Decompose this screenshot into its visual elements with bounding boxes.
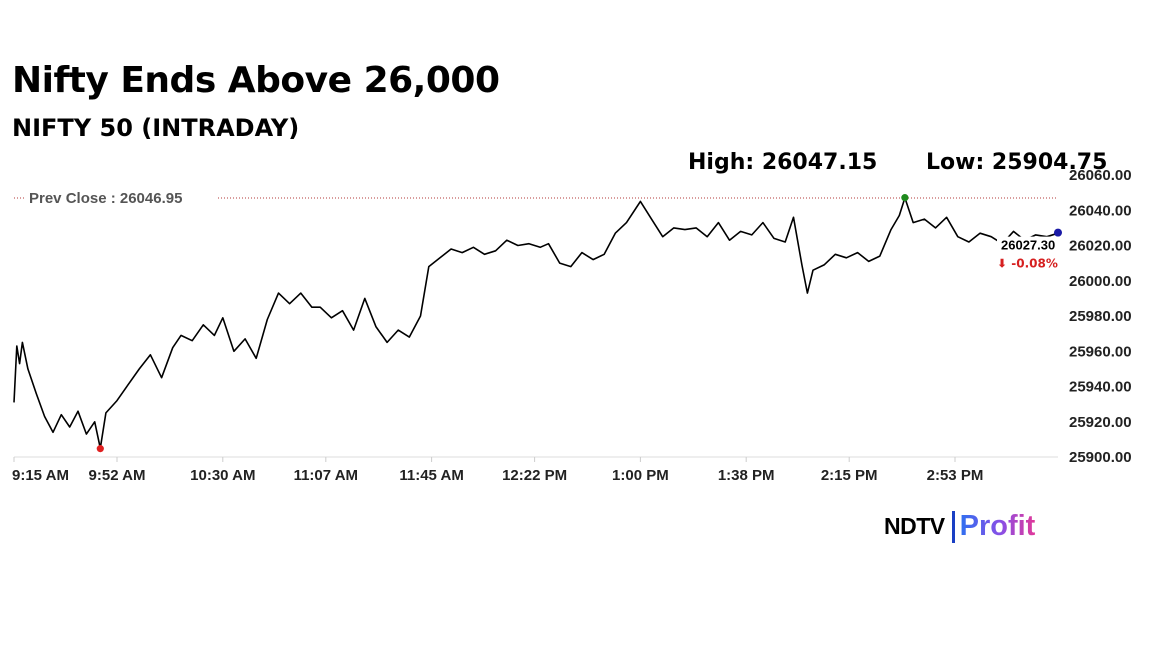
y-tick-label: 25960.00 <box>1069 343 1132 360</box>
x-tick-label: 9:15 AM <box>12 467 69 484</box>
y-tick-label: 26040.00 <box>1069 202 1132 219</box>
ndtv-profit-logo: NDTV Profit <box>884 510 1035 543</box>
y-tick-label: 25980.00 <box>1069 308 1132 325</box>
x-tick-label: 2:15 PM <box>821 467 878 484</box>
y-tick-label: 26000.00 <box>1069 273 1132 290</box>
x-tick-label: 11:45 AM <box>399 467 463 484</box>
x-tick-label: 9:52 AM <box>89 467 146 484</box>
y-tick-label: 25900.00 <box>1069 449 1132 466</box>
last-price-label: 26027.30 <box>1001 238 1055 253</box>
x-tick-label: 1:00 PM <box>612 467 669 484</box>
y-tick-label: 26020.00 <box>1069 238 1132 255</box>
brand-profit: Profit <box>959 510 1036 542</box>
brand-ndtv: NDTV <box>884 513 945 539</box>
day-high-marker <box>901 194 909 202</box>
last-price-marker <box>1054 228 1062 237</box>
last-price-box <box>997 236 1067 254</box>
brand-divider <box>951 510 955 543</box>
x-tick-label: 11:07 AM <box>294 467 358 484</box>
chart-headline: Nifty Ends Above 26,000 <box>12 60 500 101</box>
x-tick-label: 2:53 PM <box>927 467 984 484</box>
last-change-label: ⬇ -0.08% <box>997 257 1058 271</box>
day-high-label: High: 26047.15 <box>688 150 878 175</box>
chart-subtitle: NIFTY 50 (INTRADAY) <box>12 114 300 142</box>
price-series-line <box>13 197 1059 450</box>
y-tick-label: 25940.00 <box>1069 379 1132 396</box>
y-tick-label: 25920.00 <box>1069 414 1132 431</box>
prev-close-label: Prev Close : 26046.95 <box>29 190 182 207</box>
x-tick-label: 1:38 PM <box>718 467 775 484</box>
x-tick-label: 10:30 AM <box>190 467 255 484</box>
day-low-label: Low: 25904.75 <box>926 150 1108 175</box>
x-tick-label: 12:22 PM <box>502 467 567 484</box>
y-tick-label: 26060.00 <box>1069 167 1132 184</box>
day-low-marker <box>96 445 104 453</box>
